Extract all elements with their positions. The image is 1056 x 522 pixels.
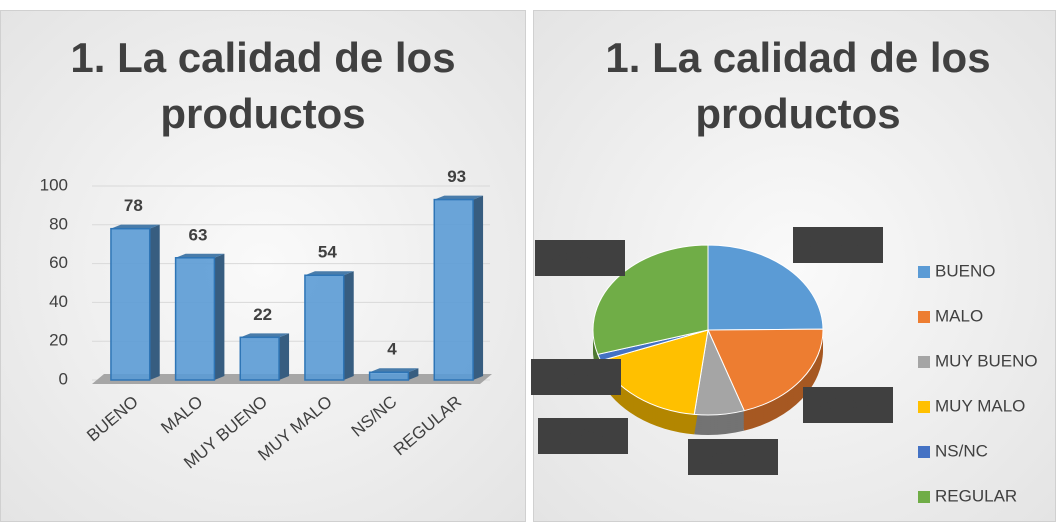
data-label: 1,27%	[552, 366, 600, 385]
bar-side	[343, 271, 354, 380]
slice	[707, 244, 824, 331]
legend-swatch	[918, 356, 930, 368]
bar-top	[240, 333, 290, 338]
data-label: 29,62%	[551, 247, 609, 266]
y-tick-label: 40	[49, 292, 68, 311]
data-label: 7,01%	[709, 446, 757, 465]
data-label: 54	[318, 243, 337, 262]
legend-label: BUENO	[935, 261, 995, 280]
chart-title: 1. La calidad de los productos	[605, 34, 991, 137]
bar-top	[110, 224, 160, 229]
label-box	[793, 227, 883, 263]
data-label: 93	[447, 167, 466, 186]
label-box	[535, 240, 625, 276]
y-tick-label: 80	[49, 214, 68, 233]
bar-top	[369, 368, 419, 373]
label-box	[803, 387, 893, 423]
bar	[433, 198, 474, 381]
bar-side	[279, 333, 290, 380]
bar-side	[473, 195, 484, 380]
legend-label: REGULAR	[935, 486, 1017, 505]
data-label: 17,20%	[554, 425, 612, 444]
label-box	[688, 439, 778, 475]
legend-swatch	[918, 311, 930, 323]
data-label: 24,84%	[809, 234, 867, 253]
data-label: 78	[124, 196, 143, 215]
legend-label: MUY MALO	[935, 396, 1025, 415]
x-tick-label: REGULAR	[390, 392, 465, 459]
slice	[592, 244, 709, 355]
legend-label: MUY BUENO	[935, 351, 1038, 370]
chart-title: 1. La calidad de los productos	[70, 34, 456, 137]
data-label: 63	[189, 225, 208, 244]
bar-top	[304, 271, 354, 276]
x-tick-label: BUENO	[83, 392, 142, 445]
bar	[239, 336, 280, 381]
bar-side	[408, 368, 419, 380]
legend-swatch	[918, 266, 930, 278]
legend-swatch	[918, 491, 930, 503]
bar-top	[175, 253, 225, 258]
y-tick-label: 100	[40, 175, 68, 194]
data-label: 22	[253, 305, 272, 324]
legend-label: NS/NC	[935, 441, 988, 460]
x-tick-label: NS/NC	[348, 392, 401, 441]
bar-side	[149, 224, 160, 380]
bar	[110, 227, 151, 381]
legend-label: MALO	[935, 306, 983, 325]
bar	[304, 274, 345, 381]
y-tick-label: 60	[49, 253, 68, 272]
data-label: 20,06%	[819, 394, 877, 413]
bar-side	[214, 253, 225, 380]
legend-swatch	[918, 446, 930, 458]
legend-swatch	[918, 401, 930, 413]
data-label: 4	[387, 340, 397, 359]
bar	[174, 257, 216, 381]
slice	[707, 328, 824, 412]
y-tick-label: 0	[59, 369, 68, 388]
bar	[368, 371, 410, 381]
label-box	[538, 418, 628, 454]
bar-top	[434, 195, 484, 200]
y-tick-label: 20	[49, 331, 68, 350]
x-tick-label: MALO	[157, 392, 206, 438]
label-box	[531, 359, 621, 395]
